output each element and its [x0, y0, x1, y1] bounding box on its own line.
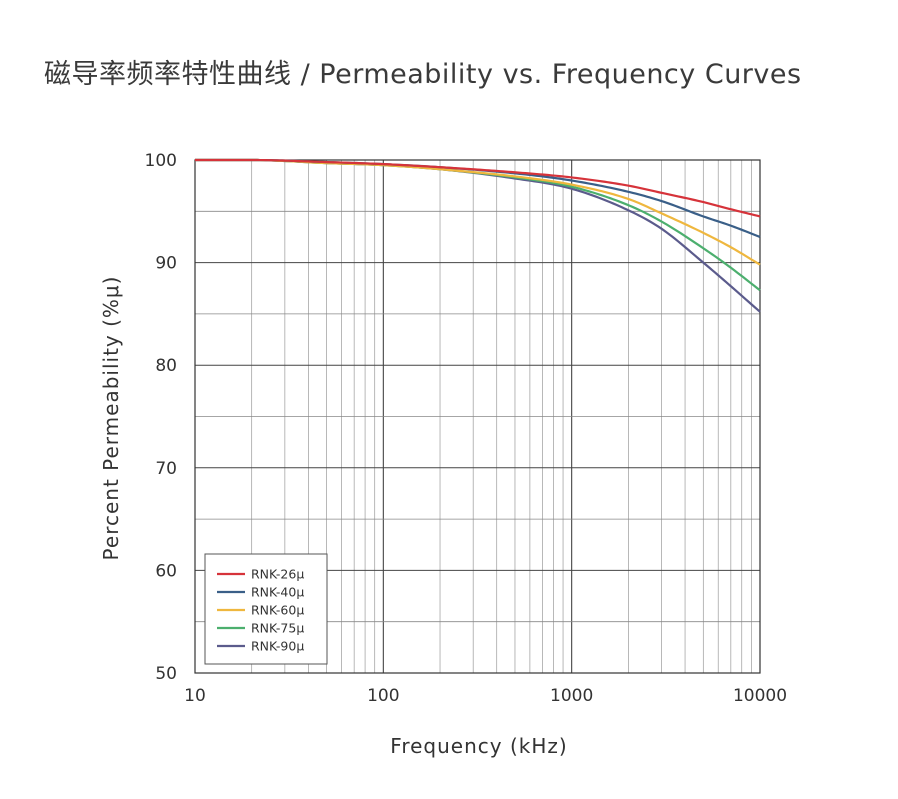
y-tick-label: 100	[145, 151, 177, 171]
y-tick-label: 80	[155, 356, 177, 376]
x-tick-label: 1000	[550, 686, 593, 706]
x-axis-label: Frequency (kHz)	[390, 734, 567, 758]
plot-frame	[194, 159, 761, 674]
series-layer	[195, 158, 761, 313]
series-line	[195, 158, 761, 292]
legend: RNK-26μ RNK-40μ RNK-60μ RNK-75μ RNK-90μ	[204, 553, 328, 665]
legend-label: RNK-40μ	[251, 585, 304, 600]
series-line	[195, 158, 761, 313]
grid	[195, 160, 760, 673]
x-tick-label: 10	[184, 686, 206, 706]
series-line	[195, 158, 761, 266]
y-tick-label: 70	[155, 459, 177, 479]
x-tick-label: 100	[367, 686, 399, 706]
tick-labels: 10 100 1000 10000 50 60 70 80 90 100	[145, 151, 788, 706]
legend-label: RNK-60μ	[251, 603, 304, 618]
page-title: 磁导率频率特性曲线 / Permeability vs. Frequency C…	[44, 59, 802, 90]
y-tick-label: 60	[155, 561, 177, 581]
y-tick-label: 50	[155, 664, 177, 684]
legend-label: RNK-75μ	[251, 621, 304, 636]
y-tick-label: 90	[155, 254, 177, 274]
series-line	[195, 158, 761, 218]
legend-label: RNK-90μ	[251, 639, 304, 654]
x-tick-label: 10000	[733, 686, 787, 706]
legend-label: RNK-26μ	[251, 567, 304, 582]
y-axis-label: Percent Permeability (%μ)	[99, 276, 123, 561]
